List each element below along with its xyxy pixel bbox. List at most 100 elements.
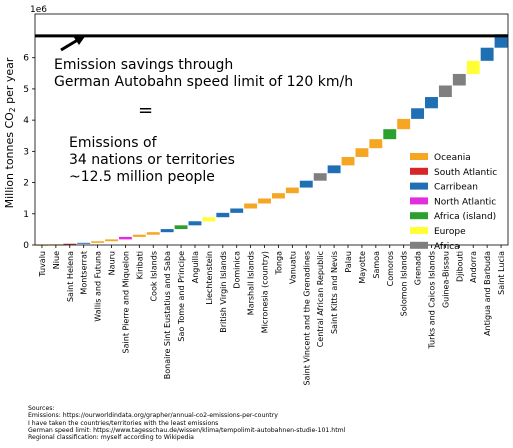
annotation-line-5: ~12.5 million people bbox=[69, 169, 215, 185]
sources-speed-limit: German speed limit: https://www.tagessch… bbox=[28, 426, 346, 434]
legend-label-south-atlantic: South Atlantic bbox=[434, 168, 497, 178]
bar-cook-islands bbox=[146, 232, 160, 235]
emissions-chart: 1e6 Million tonnes CO2 per year 0123456 … bbox=[3, 5, 509, 386]
bar-tonga bbox=[272, 193, 285, 199]
x-tick-label: Turks and Caicos Islands bbox=[427, 251, 436, 350]
x-tick-label: Dominica bbox=[233, 251, 242, 289]
x-tick-label: Mayotte bbox=[358, 251, 367, 284]
sources-heading: Sources: bbox=[28, 405, 55, 412]
legend-swatch-africa bbox=[410, 241, 428, 249]
x-tick-label: Samoa bbox=[372, 251, 381, 279]
annotation-line-1: Emission savings through bbox=[54, 57, 233, 73]
y-tick-label: 6 bbox=[23, 54, 29, 64]
y-tick-label: 4 bbox=[23, 116, 29, 126]
x-tick-label: Comoros bbox=[386, 251, 395, 286]
arrow-head bbox=[73, 35, 86, 45]
bar-mayotte bbox=[355, 148, 369, 157]
y-exponent-label: 1e6 bbox=[30, 5, 47, 15]
bar-british-virgin-islands bbox=[216, 212, 230, 218]
x-tick-label: Saint Lucia bbox=[497, 251, 506, 295]
x-tick-label: British Virgin Islands bbox=[219, 251, 228, 333]
sources-note: Sources: Emissions: https://ourworldinda… bbox=[28, 405, 345, 441]
x-tick-label: Marshall Islands bbox=[247, 251, 256, 315]
sources-emissions: Emissions: https://ourworldindata.org/gr… bbox=[28, 412, 278, 420]
legend: Oceania South Atlantic Carribean North Atla… bbox=[410, 153, 497, 252]
legend-label-africa-island: Africa (island) bbox=[434, 212, 496, 222]
x-tick-label: Saint Helena bbox=[66, 251, 75, 302]
bar-dominica bbox=[230, 208, 244, 213]
x-tick-label: Bonaire Sint Eustatius and Saba bbox=[163, 251, 172, 379]
bar-saint-kitts-and-nevis bbox=[327, 165, 341, 174]
bar-saint-pierre-and-miquelon bbox=[118, 236, 132, 240]
y-tick-label: 1 bbox=[23, 210, 29, 220]
bar-nauru bbox=[105, 239, 118, 242]
bar-samoa bbox=[369, 139, 383, 149]
x-axis-ticks: Tuvalu Niue Saint Helena Montserrat Wallis a… bbox=[38, 245, 506, 386]
x-tick-label: Sao Tome and Principe bbox=[177, 251, 186, 342]
bar-saint-lucia bbox=[494, 34, 508, 48]
bar-bonaire-sint-eustatius-and-saba bbox=[160, 229, 174, 233]
annotation: Emission savings through German Autobahn… bbox=[54, 35, 353, 185]
bar-vanuatu bbox=[285, 187, 299, 194]
bar-grenada bbox=[411, 108, 425, 119]
bars bbox=[35, 34, 508, 246]
x-tick-label: Niue bbox=[52, 251, 61, 269]
legend-label-carribean: Carribean bbox=[434, 183, 478, 193]
sources-selection: I have taken the countries/territories w… bbox=[28, 419, 219, 427]
x-tick-label: Solomon Islands bbox=[400, 251, 409, 316]
bar-saint-vincent-and-the-grenadines bbox=[299, 180, 313, 188]
bar-central-african-republic bbox=[313, 173, 327, 181]
bar-comoros bbox=[383, 129, 397, 140]
legend-swatch-oceania bbox=[410, 153, 428, 160]
legend-swatch-south-atlantic bbox=[410, 167, 428, 175]
x-tick-label: Kiribati bbox=[135, 251, 144, 279]
x-tick-label: Tonga bbox=[274, 251, 283, 276]
bar-antigua-and-barbuda bbox=[480, 47, 494, 61]
x-tick-label: Tuvalu bbox=[38, 251, 47, 278]
legend-label-africa: Africa bbox=[434, 242, 460, 252]
y-axis-ticks: 0 1 2 3 4 5 6 bbox=[23, 54, 35, 251]
x-tick-label: Micronesia (country) bbox=[261, 251, 270, 333]
bar-turks-and-caicos-islands bbox=[425, 97, 438, 109]
y-tick-label: 2 bbox=[23, 179, 29, 189]
annotation-line-3: Emissions of bbox=[69, 135, 158, 151]
bar-marshall-islands bbox=[244, 203, 258, 209]
x-tick-label: Andorra bbox=[469, 251, 478, 283]
x-tick-label: Central African Republic bbox=[316, 251, 325, 347]
bar-solomon-islands bbox=[397, 118, 411, 130]
bar-saint-helena bbox=[63, 243, 77, 245]
bar-wallis-and-futuna bbox=[91, 241, 105, 243]
x-tick-label: Wallis and Futuna bbox=[94, 251, 103, 322]
annotation-line-4: 34 nations or territories bbox=[69, 152, 235, 168]
bar-kiribati bbox=[132, 234, 146, 237]
bar-andorra bbox=[466, 60, 480, 74]
x-tick-label: Nauru bbox=[108, 251, 117, 275]
x-tick-label: Anguilla bbox=[191, 251, 200, 283]
legend-swatch-carribean bbox=[410, 182, 428, 190]
y-tick-label: 3 bbox=[23, 147, 29, 157]
bar-anguilla bbox=[188, 221, 202, 226]
bar-montserrat bbox=[77, 242, 91, 244]
annotation-line-2: German Autobahn speed limit of 120 km/h bbox=[54, 74, 353, 90]
bar-guinea-bissau bbox=[438, 85, 452, 98]
x-tick-label: Antigua and Barbuda bbox=[483, 251, 492, 336]
x-tick-label: Guinea-Bissau bbox=[441, 251, 450, 308]
x-tick-label: Saint Kitts and Nevis bbox=[330, 251, 339, 334]
x-tick-label: Cook Islands bbox=[149, 251, 158, 302]
bar-sao-tome-and-principe bbox=[174, 225, 188, 230]
plot-frame bbox=[34, 13, 509, 246]
legend-label-oceania: Oceania bbox=[434, 153, 471, 163]
x-tick-label: Djibouti bbox=[455, 251, 464, 282]
x-tick-label: Montserrat bbox=[80, 251, 89, 295]
y-axis-label: Million tonnes CO2 per year bbox=[3, 57, 17, 208]
annotation-equals: = bbox=[138, 100, 153, 121]
legend-swatch-africa-island bbox=[410, 212, 428, 220]
bar-micronesia-country bbox=[258, 198, 271, 204]
y-tick-label: 0 bbox=[23, 241, 29, 251]
bar-djibouti bbox=[452, 73, 466, 86]
y-tick-label: 5 bbox=[23, 85, 29, 95]
x-tick-label: Saint Vincent and the Grenadines bbox=[302, 251, 311, 386]
x-tick-label: Saint Pierre and Miquelon bbox=[121, 251, 130, 353]
x-tick-label: Liechtenstein bbox=[205, 251, 214, 305]
legend-label-north-atlantic: North Atlantic bbox=[434, 197, 496, 207]
